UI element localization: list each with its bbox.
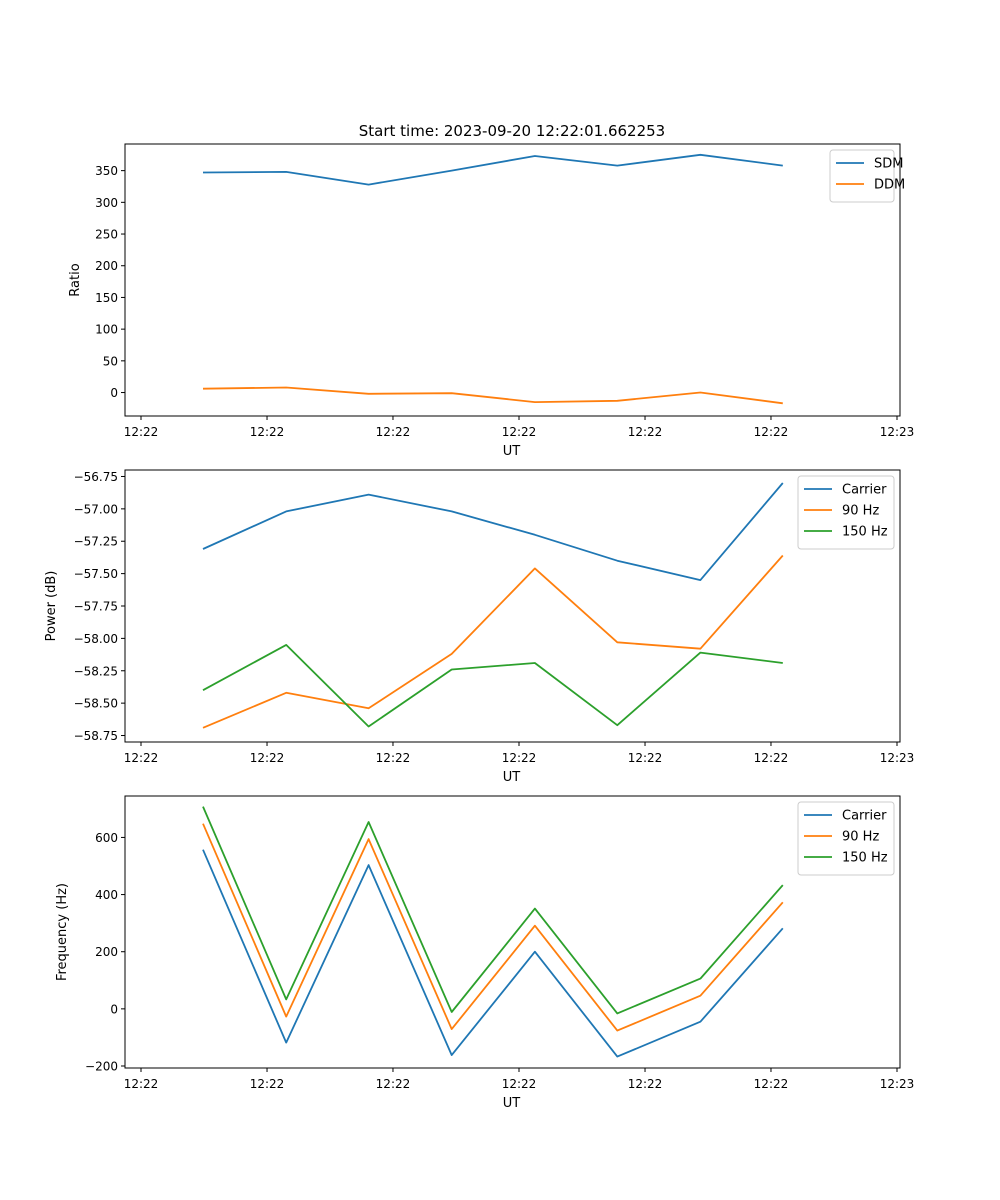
y-tick-label: −56.75: [74, 470, 118, 484]
x-tick-label: 12:22: [124, 751, 159, 765]
series-line-90-hz: [202, 554, 784, 729]
y-tick-label: 0: [110, 386, 118, 400]
y-tick-label: −57.50: [74, 567, 118, 581]
y-tick-label: 400: [95, 888, 118, 902]
x-tick-label: 12:22: [754, 1077, 789, 1091]
x-tick-label: 12:22: [124, 425, 159, 439]
y-tick-label: 300: [95, 196, 118, 210]
y-tick-label: −58.25: [74, 664, 118, 678]
x-tick-label: 12:22: [628, 425, 663, 439]
y-tick-label: −58.00: [74, 632, 118, 646]
y-tick-label: 50: [103, 354, 118, 368]
legend: SDM DDM: [829, 149, 905, 203]
x-tick-label: 12:22: [754, 751, 789, 765]
x-tick-label: 12:22: [628, 1077, 663, 1091]
y-tick-label: 150: [95, 291, 118, 305]
series-line-90-hz: [202, 823, 784, 1032]
y-tick-label: 250: [95, 228, 118, 242]
series-line-sdm: [202, 153, 783, 186]
legend: Carrier 90 Hz 150 Hz: [797, 475, 895, 550]
x-tick-label: 12:22: [502, 1077, 537, 1091]
legend-label: 90 Hz: [842, 504, 879, 519]
x-tick-label: 12:22: [376, 751, 411, 765]
series-line-150-hz: [202, 644, 783, 728]
y-tick-label: 200: [95, 259, 118, 273]
series-line-carrier: [202, 482, 784, 581]
legend-label: 150 Hz: [842, 851, 888, 866]
y-tick-label: 0: [110, 1002, 118, 1016]
axes-frame: [124, 795, 901, 1069]
x-tick-label: 12:22: [250, 425, 285, 439]
y-tick-label: 600: [95, 831, 118, 845]
x-tick-label: 12:23: [880, 425, 915, 439]
subplot-3: −200 0 200 400 600 12:22 12:22 12:22 12:22 12:22 1…: [55, 795, 915, 1111]
series-line-ddm: [202, 386, 783, 405]
x-axis-label: UT: [503, 444, 521, 459]
x-tick-label: 12:23: [880, 1077, 915, 1091]
legend-label: Carrier: [842, 483, 887, 498]
axes-frame: [124, 143, 901, 417]
y-tick-label: −58.75: [74, 729, 118, 743]
series-line-carrier: [202, 849, 784, 1058]
x-tick-label: 12:23: [880, 751, 915, 765]
x-tick-label: 12:22: [754, 425, 789, 439]
subplot-1: 0 50 100 150 200 250 300 350 12:22 12:22 12:22 12:2…: [68, 143, 915, 459]
y-axis-label: Frequency (Hz): [55, 883, 70, 981]
y-tick-label: −57.75: [74, 600, 118, 614]
legend-label: Carrier: [842, 809, 887, 824]
legend-label: SDM: [874, 157, 903, 172]
y-tick-label: 200: [95, 945, 118, 959]
legend-label: 90 Hz: [842, 830, 879, 845]
y-tick-label: −57.25: [74, 535, 118, 549]
legend-label: DDM: [874, 178, 905, 193]
x-tick-label: 12:22: [376, 1077, 411, 1091]
x-tick-label: 12:22: [250, 1077, 285, 1091]
x-tick-label: 12:22: [376, 425, 411, 439]
x-tick-label: 12:22: [502, 751, 537, 765]
y-tick-label: −57.00: [74, 502, 118, 516]
subplot-group: 0 50 100 150 200 250 300 350 12:22 12:22 12:22 12:2…: [44, 143, 915, 1111]
y-tick-label: −200: [85, 1060, 118, 1074]
axes-frame: [124, 469, 901, 743]
x-tick-label: 12:22: [502, 425, 537, 439]
y-tick-label: 350: [95, 164, 118, 178]
x-tick-label: 12:22: [628, 751, 663, 765]
figure-title: Start time: 2023-09-20 12:22:01.662253: [359, 122, 665, 140]
x-axis-label: UT: [503, 1096, 521, 1111]
series-line-150-hz: [202, 806, 784, 1015]
y-axis-label: Ratio: [68, 263, 83, 296]
x-tick-label: 12:22: [250, 751, 285, 765]
y-tick-label: −58.50: [74, 697, 118, 711]
legend: Carrier 90 Hz 150 Hz: [797, 801, 895, 876]
x-axis-label: UT: [503, 770, 521, 785]
y-axis-label: Power (dB): [44, 571, 59, 642]
x-tick-label: 12:22: [124, 1077, 159, 1091]
legend-label: 150 Hz: [842, 525, 888, 540]
subplot-2: −58.75 −58.50 −58.25 −58.00 −57.75 −57.50 −57.…: [44, 469, 915, 785]
y-tick-label: 100: [95, 323, 118, 337]
